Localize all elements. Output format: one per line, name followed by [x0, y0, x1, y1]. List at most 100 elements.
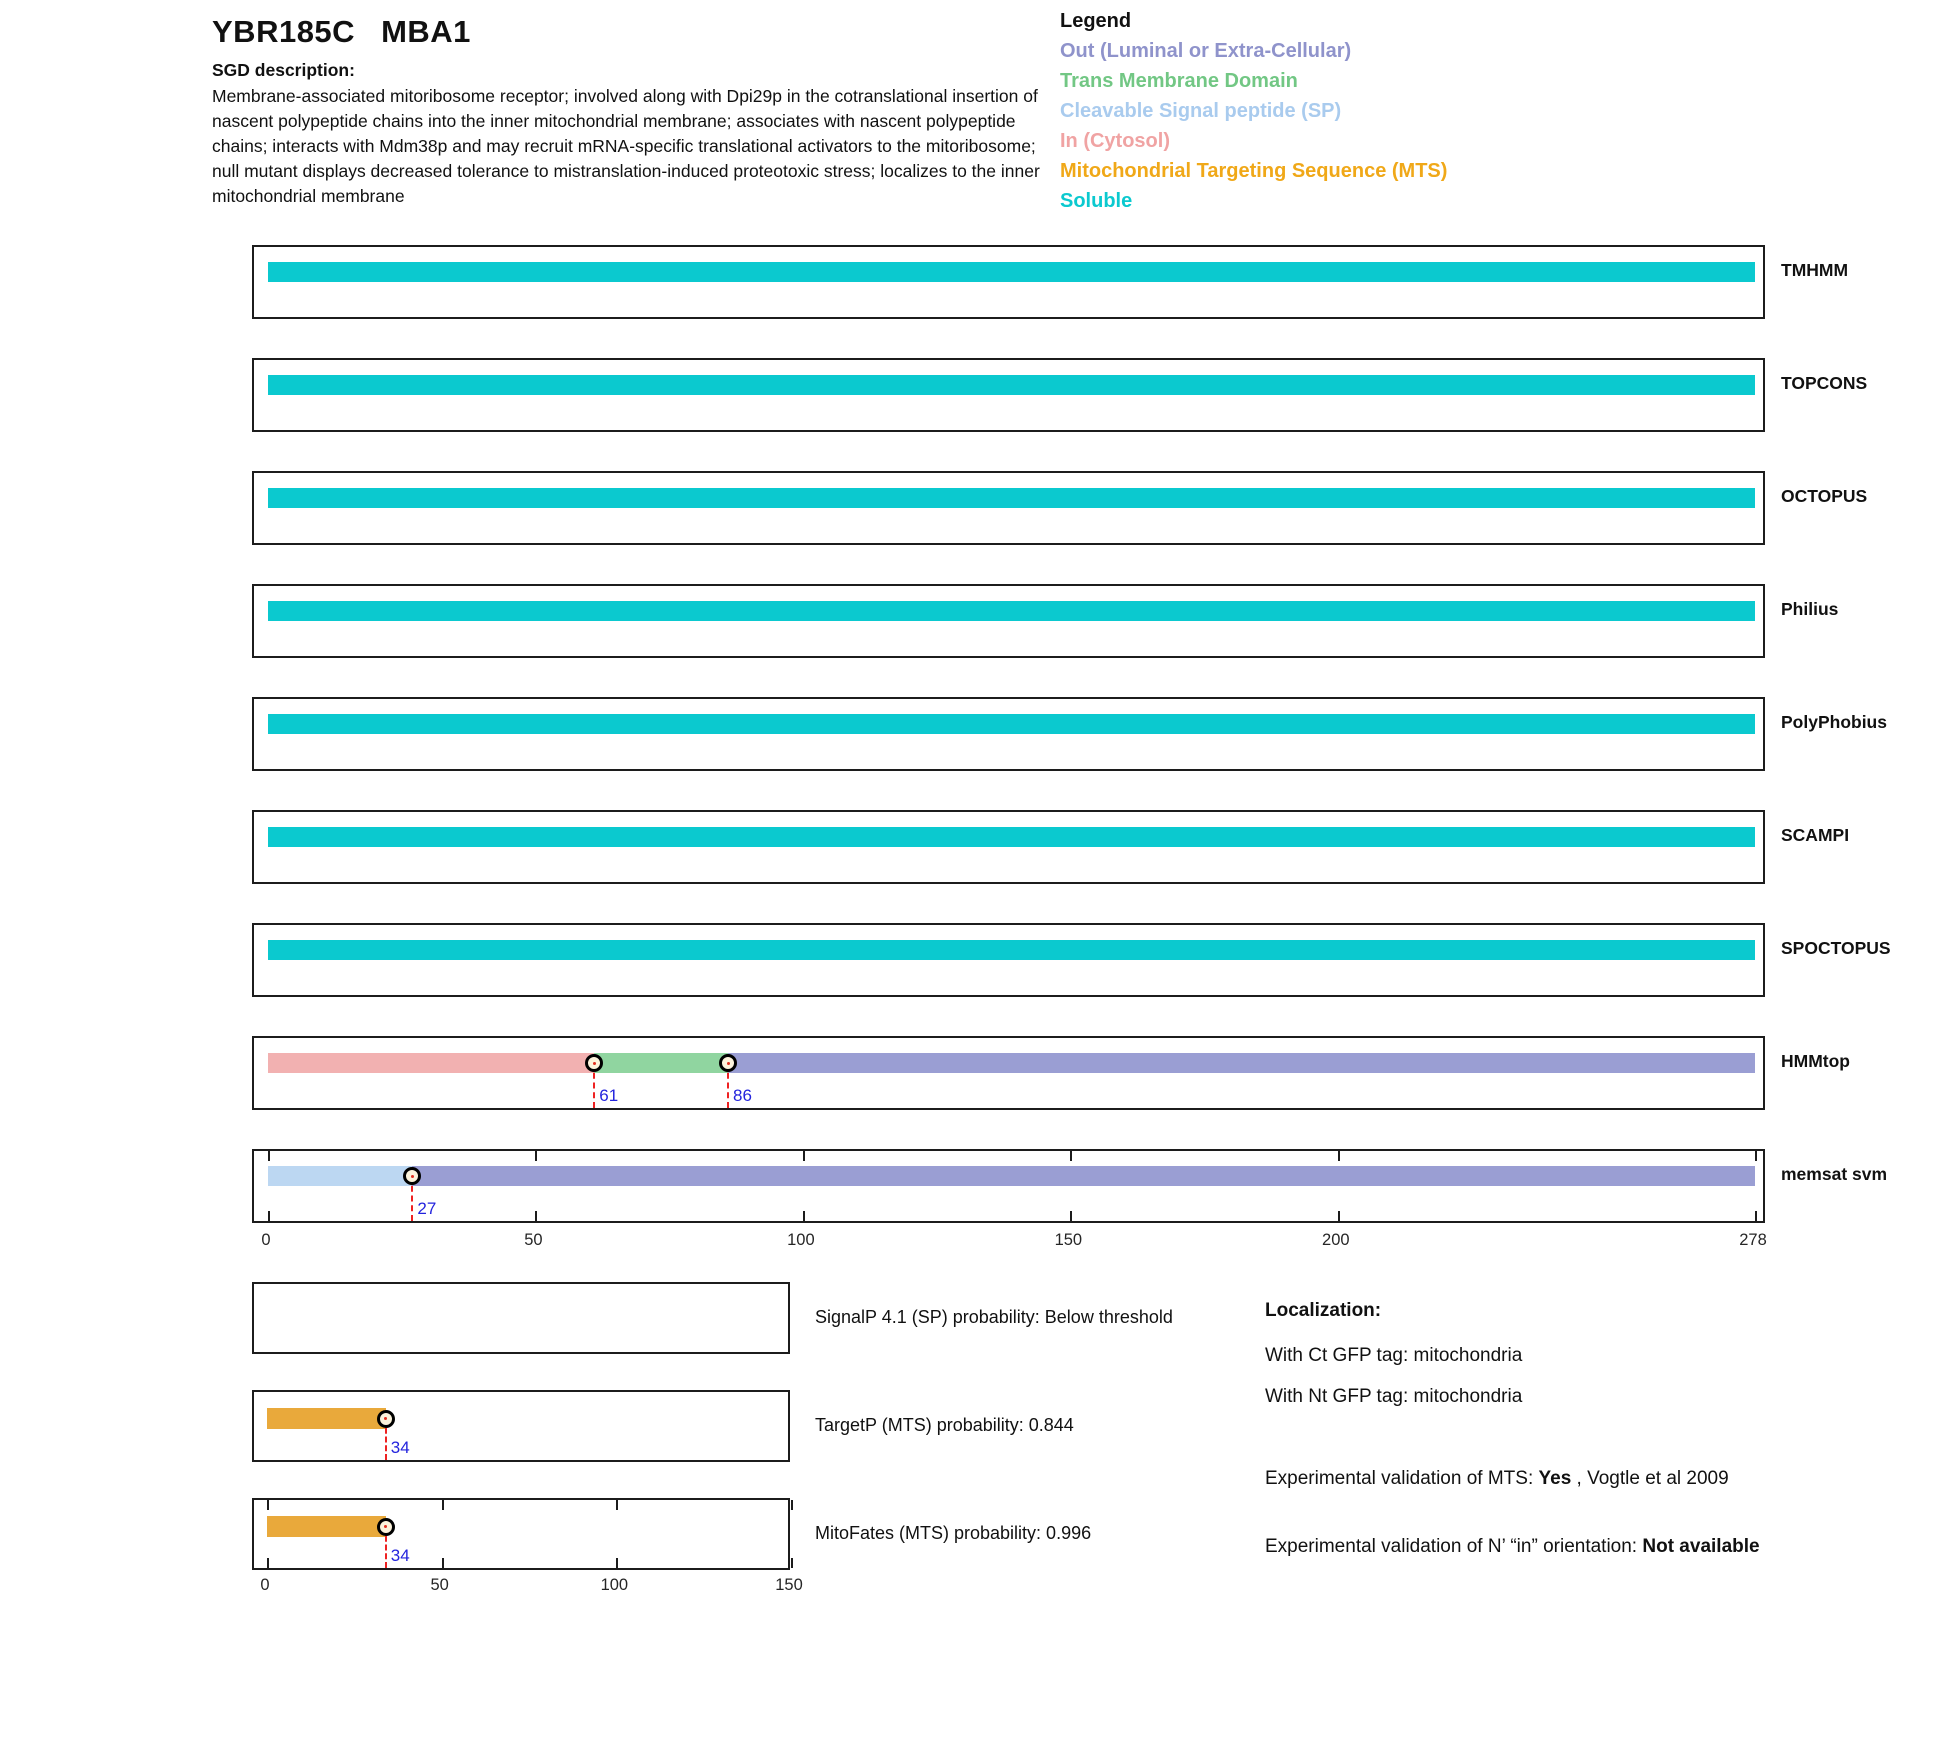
track-plot-scampi [252, 810, 1765, 884]
legend: Legend Out (Luminal or Extra-Cellular) T… [1060, 10, 1447, 213]
track-label-philius: Philius [1781, 599, 1839, 619]
boundary-marker-dot [592, 1061, 596, 1065]
track-label-spoctopus: SPOCTOPUS [1781, 938, 1891, 958]
experimental-mts: Experimental validation of MTS: Yes , Vo… [1265, 1462, 1925, 1496]
axis-tick-label: 0 [260, 1576, 270, 1594]
boundary-marker-line [411, 1176, 414, 1221]
page-title: YBR185C MBA1 [212, 14, 471, 50]
topology-segment-soluble [268, 375, 1755, 395]
boundary-marker-line [384, 1418, 387, 1460]
track-plot-polyphobius [252, 697, 1765, 771]
axis-tick [535, 1211, 538, 1221]
topology-segment-mts [267, 1408, 386, 1429]
legend-item-sp: Cleavable Signal peptide (SP) [1060, 100, 1342, 122]
legend-item-mts: Mitochondrial Targeting Sequence (MTS) [1060, 160, 1448, 182]
experimental-orientation: Experimental validation of N’ “in” orien… [1265, 1530, 1785, 1564]
axis-tick-label: 100 [787, 1231, 815, 1249]
boundary-marker-line [593, 1063, 596, 1108]
topology-segment-tm [594, 1053, 728, 1073]
mitofates-plot: 34 [252, 1498, 793, 1570]
topology-segment-out [412, 1166, 1755, 1186]
sgd-description-heading: SGD description: [212, 60, 355, 80]
axis-tick [535, 1151, 538, 1161]
track-label-tmhmm: TMHMM [1781, 260, 1849, 280]
localization-heading: Localization: [1265, 1300, 1382, 1321]
legend-item-tm: Trans Membrane Domain [1060, 70, 1298, 92]
topology-segment-soluble [268, 827, 1755, 847]
axis-tick [791, 1558, 793, 1568]
topology-segment-out [728, 1053, 1755, 1073]
track-label-scampi: SCAMPI [1781, 825, 1850, 845]
description-line: null mutant displays decreased tolerance… [212, 161, 1040, 181]
probability-axis: 0 50 100 150 [252, 1576, 802, 1600]
track-plot-memsat-svm: 27 [252, 1149, 1765, 1223]
axis-tick-label: 50 [524, 1231, 543, 1249]
axis-tick [791, 1500, 793, 1510]
axis-tick [441, 1558, 444, 1568]
boundary-marker-dot [384, 1525, 388, 1528]
legend-item-in: In (Cytosol) [1060, 130, 1170, 152]
gene-name: MBA1 [381, 14, 471, 49]
boundary-marker-dot [410, 1174, 414, 1178]
topology-segment-mts [267, 1516, 386, 1537]
topology-segment-soluble [268, 262, 1755, 282]
legend-item-soluble: Soluble [1060, 190, 1133, 212]
axis-tick [802, 1151, 805, 1161]
boundary-marker-line [727, 1063, 729, 1108]
experimental-mts-text: Experimental validation of MTS: [1265, 1468, 1539, 1489]
axis-tick [616, 1558, 619, 1568]
axis-tick-label: 0 [261, 1231, 271, 1249]
residue-axis: 0 50 100 150 200 278 [252, 1231, 1767, 1255]
boundary-position-label: 27 [417, 1199, 437, 1218]
boundary-marker [376, 1409, 395, 1428]
boundary-position-label: 61 [599, 1086, 619, 1105]
boundary-marker [376, 1517, 395, 1536]
signalp-plot [252, 1282, 790, 1354]
axis-tick [268, 1211, 270, 1221]
axis-tick [1337, 1151, 1340, 1161]
track-plot-tmhmm [252, 245, 1765, 319]
topology-segment-soluble [268, 488, 1755, 508]
axis-tick [802, 1211, 805, 1221]
axis-tick [1755, 1211, 1757, 1221]
experimental-orientation-value: Not available [1642, 1536, 1760, 1557]
boundary-position-label: 86 [733, 1086, 752, 1105]
track-plot-octopus [252, 471, 1765, 545]
track-label-topcons: TOPCONS [1781, 373, 1868, 393]
axis-tick [1070, 1211, 1073, 1221]
track-plot-hmmtop: 61 86 [252, 1036, 1765, 1110]
description-line: mitochondrial membrane [212, 186, 405, 206]
track-plot-philius [252, 584, 1765, 658]
experimental-mts-value: Yes [1538, 1468, 1572, 1489]
boundary-marker-dot [726, 1061, 730, 1065]
axis-tick-label: 150 [1054, 1231, 1083, 1249]
boundary-marker [719, 1054, 737, 1072]
legend-item-out: Out (Luminal or Extra-Cellular) [1060, 40, 1352, 62]
axis-tick [268, 1151, 270, 1161]
axis-tick [267, 1500, 269, 1510]
axis-tick-label: 50 [430, 1576, 449, 1594]
axis-tick [1755, 1151, 1757, 1161]
boundary-position-label: 34 [390, 1438, 410, 1457]
boundary-position-label: 34 [390, 1546, 410, 1565]
axis-tick-label: 278 [1739, 1231, 1767, 1249]
mitofates-label: MitoFates (MTS) probability: 0.996 [815, 1523, 1092, 1543]
axis-tick [616, 1500, 619, 1510]
topology-segment-sp [268, 1166, 413, 1186]
boundary-marker-line [384, 1526, 387, 1568]
axis-tick [1070, 1151, 1073, 1161]
axis-tick [267, 1558, 269, 1568]
track-plot-spoctopus [252, 923, 1765, 997]
track-label-memsat-svm: memsat svm [1781, 1164, 1888, 1184]
targetp-plot: 34 [252, 1390, 790, 1462]
axis-tick [441, 1500, 444, 1510]
boundary-marker [403, 1167, 422, 1185]
axis-tick [1337, 1211, 1340, 1221]
description-line: chains; interacts with Mdm38p and may re… [212, 136, 1036, 156]
topology-segment-in [268, 1053, 595, 1073]
track-plot-topcons [252, 358, 1765, 432]
experimental-mts-reference: , Vogtle et al 2009 [1571, 1468, 1729, 1489]
localization-nt-gfp: With Nt GFP tag: mitochondria [1265, 1386, 1523, 1407]
experimental-orientation-text: Experimental validation of N’ “in” orien… [1265, 1536, 1643, 1557]
